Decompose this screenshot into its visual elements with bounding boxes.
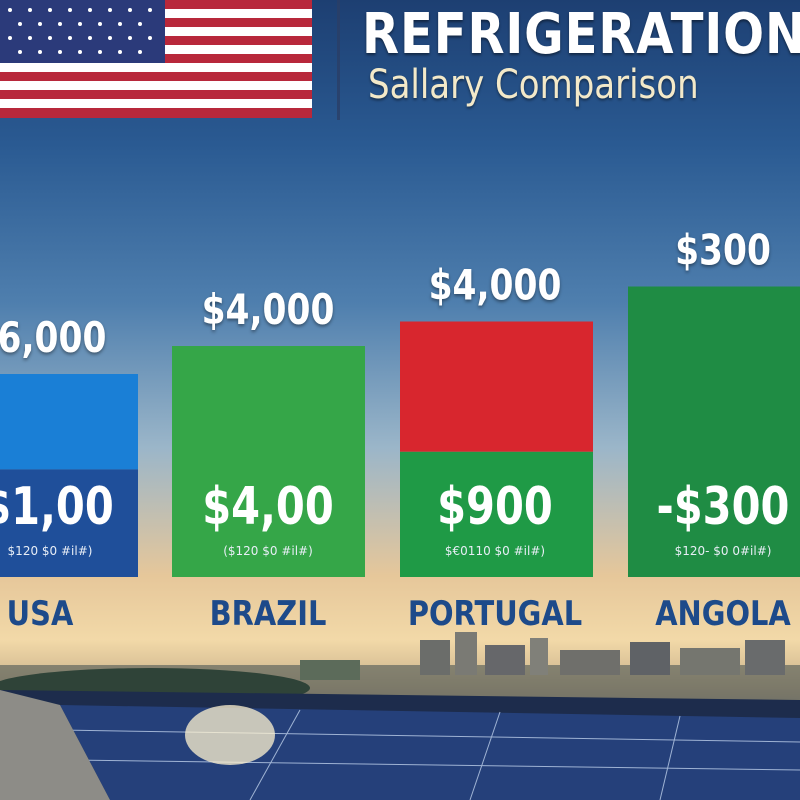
small-note-brazil: ($120 $0 #il#) (223, 544, 313, 558)
category-label-brazil: BRAZIL (210, 595, 327, 634)
category-label-usa: USA (7, 595, 74, 634)
small-note-portugal: $€0110 $0 #il#) (445, 544, 545, 558)
chart-subtitle: Sallary Comparison (368, 62, 699, 108)
bar-portugal-upper (400, 321, 593, 452)
value-label-top-usa: $6,000 (0, 314, 106, 363)
category-label-angola: ANGOLA (655, 595, 791, 634)
value-label-top-angola: $300 (675, 226, 771, 275)
value-label-inner-brazil: $4,00 (202, 477, 334, 538)
value-label-inner-usa: $1,00 (0, 477, 114, 538)
city-skyline (0, 632, 800, 708)
bars-group: $6,000 $1,00 $120 $0 #il#) USA $4,000 $4,00 ($… (0, 226, 800, 634)
value-label-inner-portugal: $900 (437, 477, 553, 538)
small-note-angola: $120- $0 0#il#) (675, 544, 772, 558)
bar-brazil (172, 346, 365, 577)
small-note-usa: $120 $0 #il#) (8, 544, 93, 558)
bar-angola (628, 286, 800, 577)
us-flag-image (0, 0, 312, 118)
bar-usa-upper (0, 374, 138, 470)
value-label-inner-angola: -$300 (656, 477, 789, 538)
value-label-top-brazil: $4,000 (202, 286, 335, 335)
header-divider (337, 0, 340, 120)
category-label-portugal: PORTUGAL (408, 595, 582, 634)
bar-usa-lower (0, 469, 138, 577)
bar-portugal-lower (400, 451, 593, 577)
solar-panels (0, 690, 800, 800)
chart-title: REFRIGERATION (362, 2, 800, 67)
value-label-top-portugal: $4,000 (429, 261, 562, 310)
